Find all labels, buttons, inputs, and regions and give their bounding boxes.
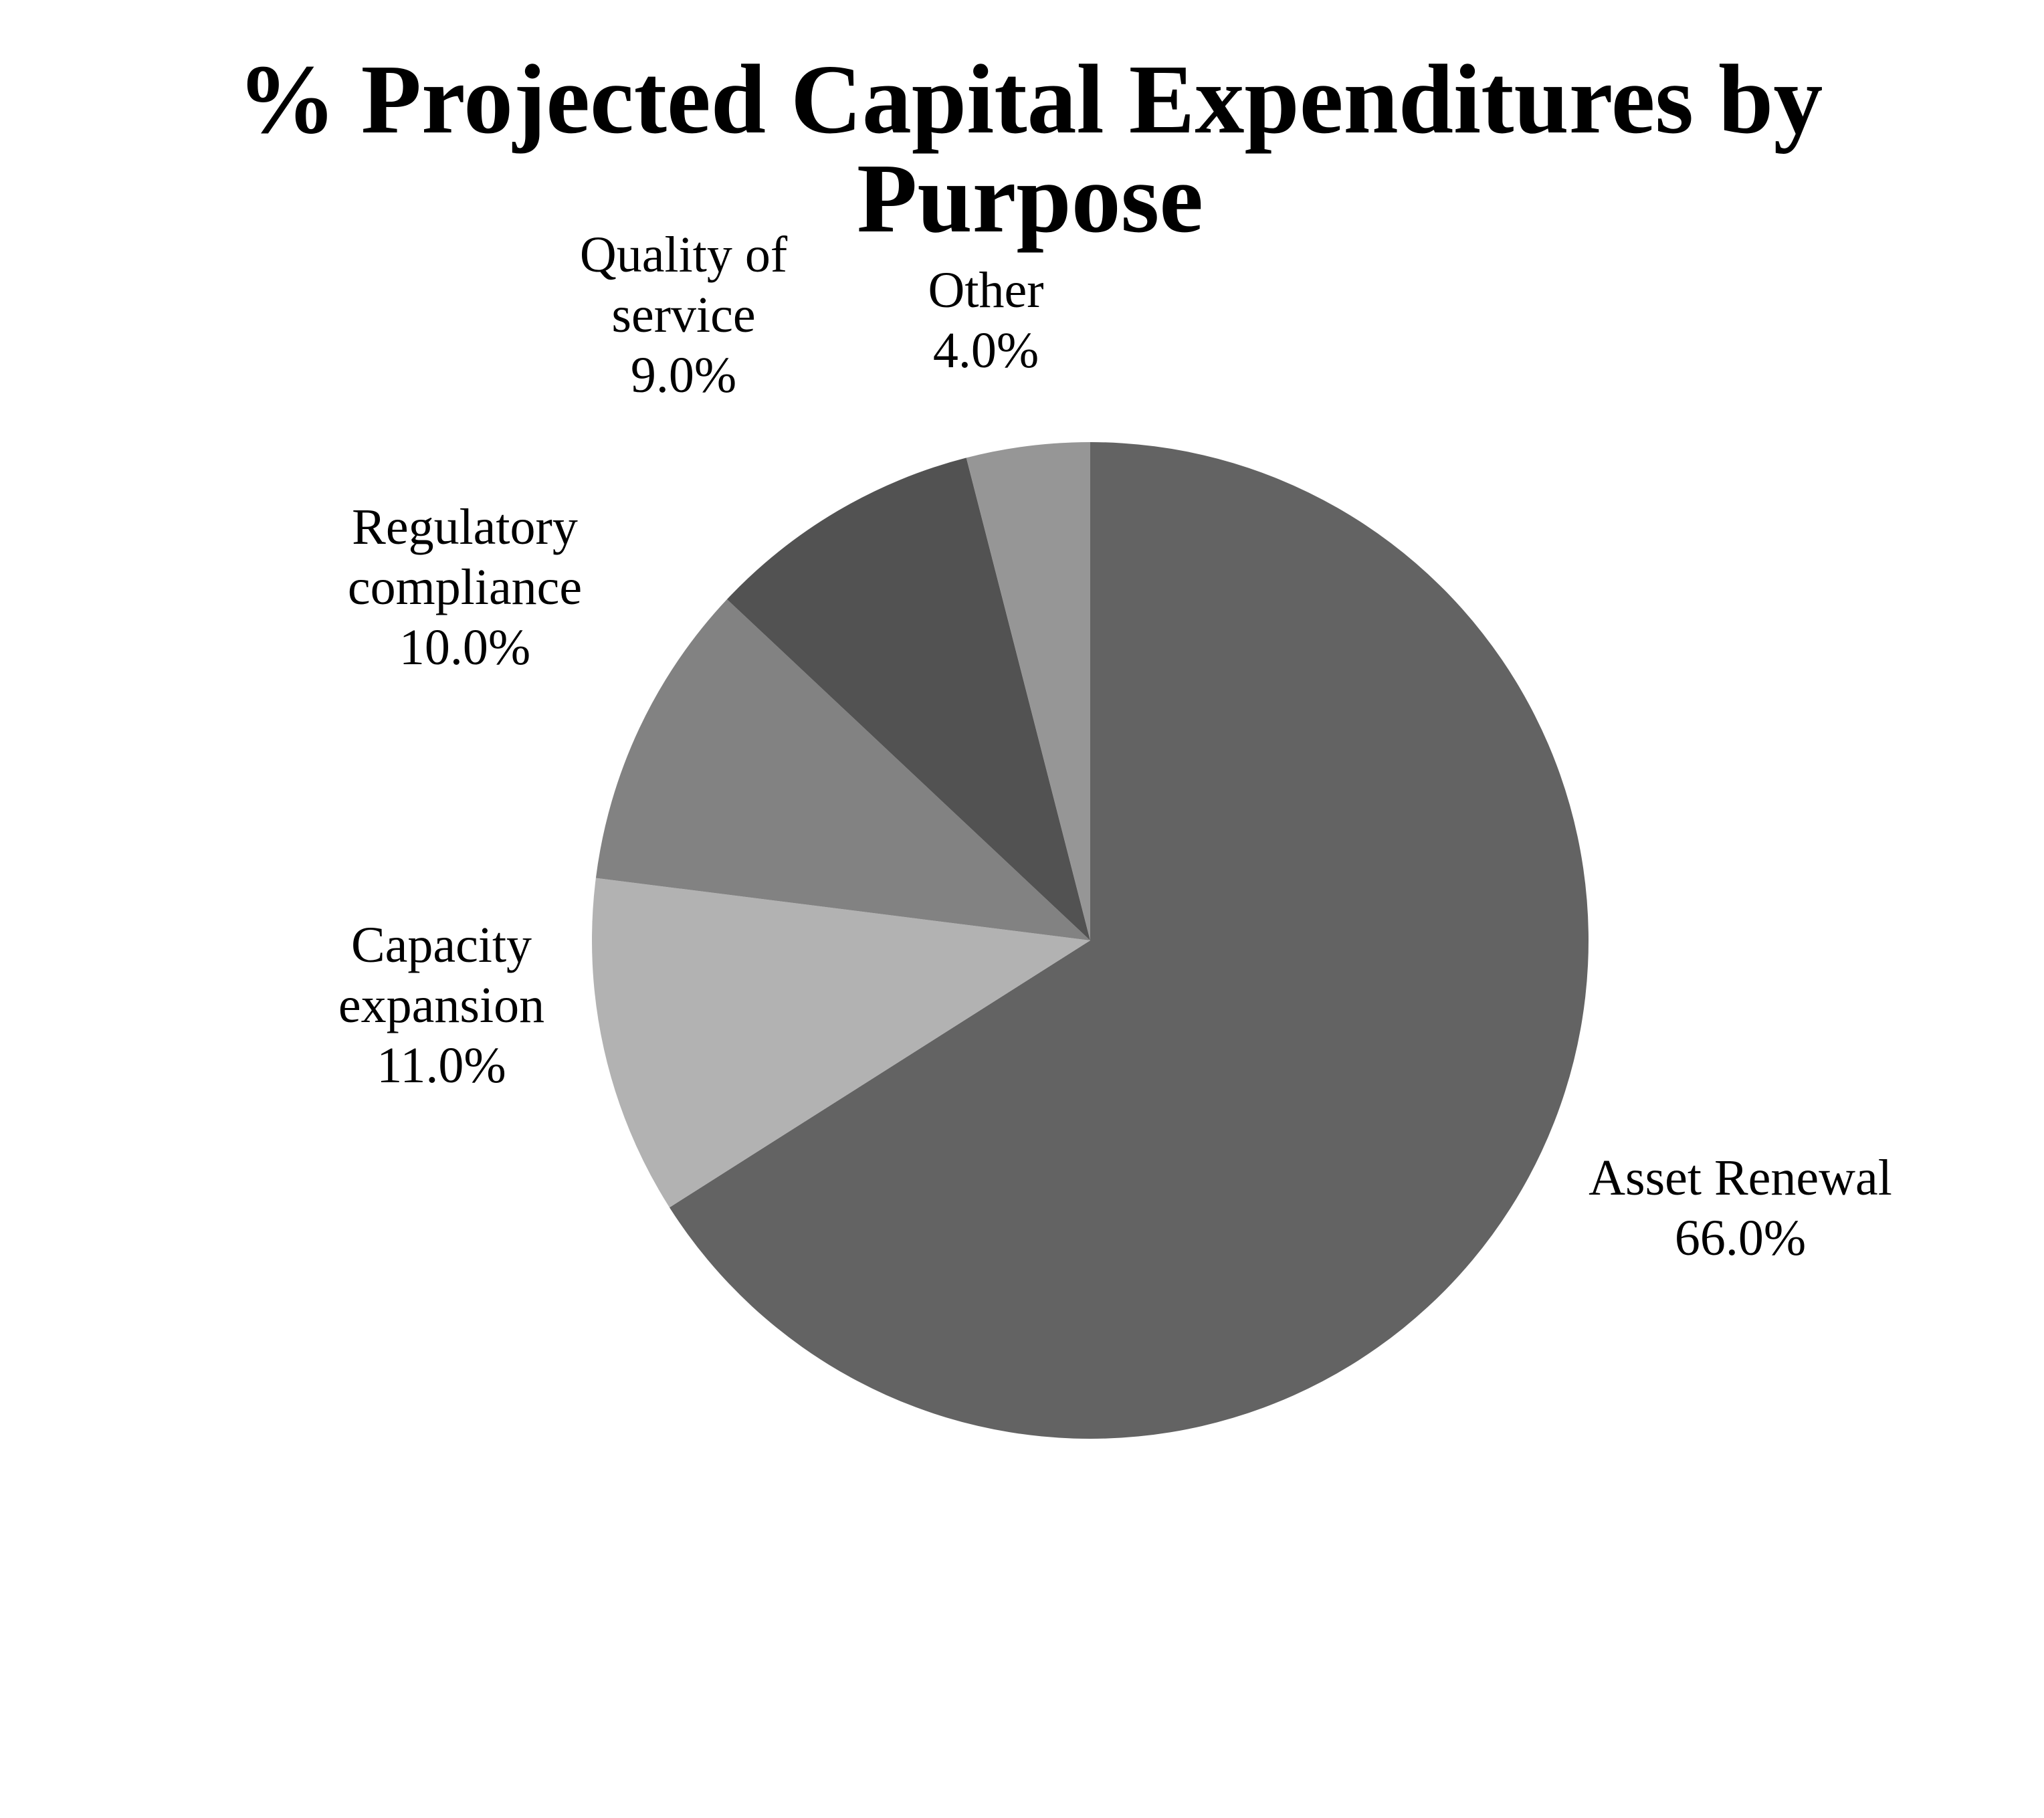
pie-slice-other bbox=[966, 442, 1090, 940]
slice-value-label: 11.0% bbox=[377, 1037, 506, 1094]
slice-label-other: Other 4.0% bbox=[928, 262, 1043, 379]
slice-category-label: Regulatory bbox=[352, 499, 578, 555]
slice-category-label: Capacity bbox=[351, 917, 532, 973]
chart-title-text: % Projected Capital Expenditures by Purpo… bbox=[237, 45, 1823, 254]
pie-slices bbox=[591, 442, 1589, 1439]
slice-category-label: Asset Renewal bbox=[1589, 1150, 1892, 1206]
slice-value-label: 4.0% bbox=[933, 322, 1039, 379]
slice-category-label: Quality of bbox=[580, 227, 788, 283]
slice-labels: Asset Renewal 66.0% Capacity expansion 11.0%… bbox=[338, 227, 1892, 1266]
pie-slice-quality-of-service bbox=[726, 458, 1090, 940]
slice-value-label: 10.0% bbox=[399, 619, 530, 676]
slice-category-label: expansion bbox=[338, 977, 544, 1033]
slice-label-quality-of-service: Quality of service 9.0% bbox=[580, 227, 788, 403]
slice-label-asset-renewal: Asset Renewal 66.0% bbox=[1589, 1150, 1892, 1266]
slice-label-regulatory-compliance: Regulatory compliance 10.0% bbox=[348, 499, 582, 676]
chart-title: % Projected Capital Expenditures by Purpo… bbox=[237, 45, 1823, 254]
slice-category-label: service bbox=[611, 287, 755, 343]
slice-value-label: 66.0% bbox=[1675, 1210, 1806, 1266]
pie-slice-asset-renewal bbox=[669, 442, 1589, 1439]
pie-slice-regulatory-compliance bbox=[595, 599, 1090, 940]
chart-title-line: Purpose bbox=[857, 144, 1203, 254]
slice-label-capacity-expansion: Capacity expansion 11.0% bbox=[338, 917, 544, 1094]
slice-category-label: compliance bbox=[348, 559, 582, 615]
chart-title-line: % Projected Capital Expenditures by bbox=[237, 45, 1823, 155]
slice-value-label: 9.0% bbox=[631, 347, 736, 403]
slice-category-label: Other bbox=[928, 262, 1043, 318]
pie-slice-capacity-expansion bbox=[591, 878, 1090, 1208]
